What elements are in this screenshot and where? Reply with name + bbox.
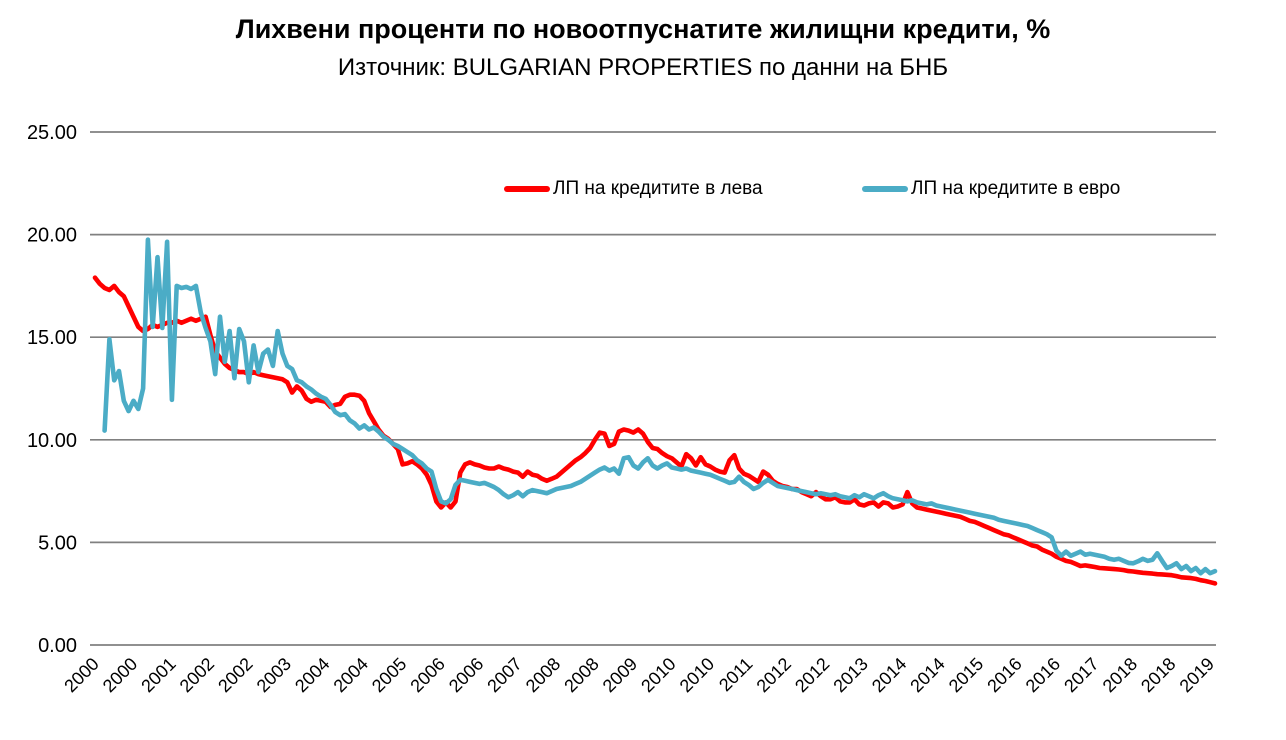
x-axis-label: 2012 <box>791 654 833 696</box>
series-line-evro <box>102 237 1218 576</box>
x-axis-label: 2006 <box>406 654 448 696</box>
x-axis-label: 2000 <box>99 654 141 696</box>
x-axis-label: 2014 <box>906 654 948 696</box>
x-axis-label: 2016 <box>983 654 1025 696</box>
y-axis-label: 15.00 <box>27 327 77 349</box>
series-line-leva <box>92 275 1218 586</box>
x-axis-label: 2008 <box>560 654 602 696</box>
x-axis-label: 2007 <box>483 654 525 696</box>
legend-item-leva[interactable]: ЛП на кредитите в лева <box>504 176 763 202</box>
x-axis-label: 2015 <box>945 654 987 696</box>
y-axis-label: 0.00 <box>38 635 77 657</box>
x-axis-label: 2003 <box>253 654 295 696</box>
x-axis-label: 2017 <box>1060 654 1102 696</box>
x-axis-label: 2018 <box>1137 654 1179 696</box>
x-axis-label: 2013 <box>829 654 871 696</box>
chart-subtitle: Източник: BULGARIAN PROPERTIES по данни … <box>337 54 949 81</box>
y-axis-label: 5.00 <box>38 532 77 554</box>
x-axis-label: 2006 <box>445 654 487 696</box>
x-axis-label: 2000 <box>60 654 102 696</box>
y-axis-label: 25.00 <box>27 122 77 144</box>
x-axis-label: 2012 <box>753 654 795 696</box>
x-axis-label: 2005 <box>368 654 410 696</box>
x-axis-label: 2004 <box>330 654 372 696</box>
x-axis-label: 2002 <box>176 654 218 696</box>
x-axis-label: 2009 <box>599 654 641 696</box>
x-axis-label: 2019 <box>1176 654 1218 696</box>
x-axis-label: 2018 <box>1099 654 1141 696</box>
legend-line-swatch-leva <box>504 186 550 192</box>
x-axis-label: 2008 <box>522 654 564 696</box>
x-axis-label: 2010 <box>637 654 679 696</box>
x-axis-label: 2002 <box>214 654 256 696</box>
x-axis-label: 2014 <box>868 654 910 696</box>
x-axis-label: 2016 <box>1022 654 1064 696</box>
x-axis-label: 2004 <box>291 654 333 696</box>
legend-label-evro: ЛП на кредитите в евро <box>911 178 1121 199</box>
legend-line-swatch-evro <box>862 186 908 192</box>
chart-title: Лихвени проценти по новоотпуснатите жили… <box>235 14 1051 44</box>
legend-label-leva: ЛП на кредитите в лева <box>553 178 763 199</box>
x-axis-label: 2011 <box>715 654 757 696</box>
x-axis-label: 2001 <box>137 654 179 696</box>
y-axis-label: 10.00 <box>27 430 77 452</box>
legend-item-evro[interactable]: ЛП на кредитите в евро <box>862 176 1120 202</box>
y-axis-label: 20.00 <box>27 225 77 247</box>
x-axis-label: 2010 <box>676 654 718 696</box>
